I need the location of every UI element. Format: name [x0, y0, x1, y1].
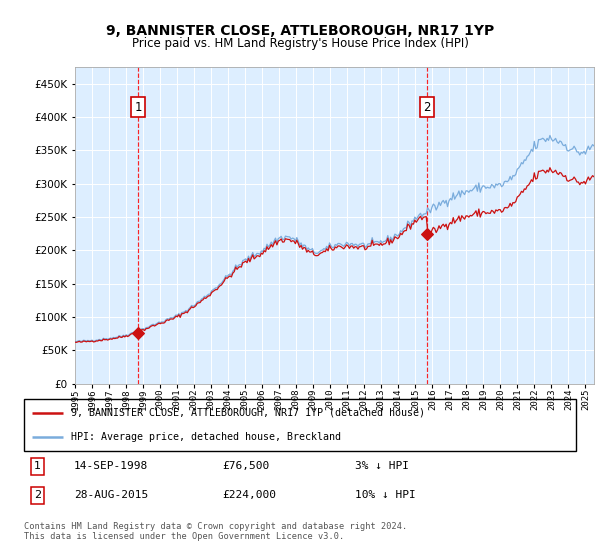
Text: 2022: 2022 — [530, 388, 539, 409]
Text: 2008: 2008 — [292, 388, 301, 409]
Text: 2016: 2016 — [428, 388, 437, 409]
Point — [133, 328, 143, 337]
Text: 2019: 2019 — [479, 388, 488, 409]
FancyBboxPatch shape — [24, 399, 576, 451]
Text: 1: 1 — [134, 101, 142, 114]
Text: 2009: 2009 — [309, 388, 318, 409]
Text: 2014: 2014 — [394, 388, 403, 409]
Text: 9, BANNISTER CLOSE, ATTLEBOROUGH, NR17 1YP (detached house): 9, BANNISTER CLOSE, ATTLEBOROUGH, NR17 1… — [71, 408, 425, 418]
Text: Contains HM Land Registry data © Crown copyright and database right 2024.
This d: Contains HM Land Registry data © Crown c… — [24, 522, 407, 542]
Text: 1999: 1999 — [139, 388, 148, 409]
Text: 1998: 1998 — [122, 388, 131, 409]
Text: 2011: 2011 — [343, 388, 352, 409]
Text: 2002: 2002 — [190, 388, 199, 409]
Text: 28-AUG-2015: 28-AUG-2015 — [74, 491, 148, 501]
Text: 2015: 2015 — [411, 388, 420, 409]
Text: 2005: 2005 — [241, 388, 250, 409]
Text: 2023: 2023 — [547, 388, 556, 409]
Text: 2021: 2021 — [513, 388, 522, 409]
Text: Price paid vs. HM Land Registry's House Price Index (HPI): Price paid vs. HM Land Registry's House … — [131, 37, 469, 50]
Text: 2006: 2006 — [257, 388, 266, 409]
Text: 14-SEP-1998: 14-SEP-1998 — [74, 461, 148, 472]
Text: 2: 2 — [423, 101, 430, 114]
Text: £224,000: £224,000 — [223, 491, 277, 501]
Text: 1997: 1997 — [104, 388, 113, 409]
Text: 2004: 2004 — [224, 388, 233, 409]
Text: 2020: 2020 — [496, 388, 505, 409]
Text: HPI: Average price, detached house, Breckland: HPI: Average price, detached house, Brec… — [71, 432, 341, 442]
Text: 2025: 2025 — [581, 388, 590, 409]
Text: 3% ↓ HPI: 3% ↓ HPI — [355, 461, 409, 472]
Point — [422, 230, 431, 239]
Text: 1996: 1996 — [88, 388, 97, 409]
Text: 1995: 1995 — [71, 388, 79, 409]
Text: 1: 1 — [34, 461, 41, 472]
Text: £76,500: £76,500 — [223, 461, 270, 472]
Text: 2013: 2013 — [377, 388, 386, 409]
Text: 2012: 2012 — [360, 388, 369, 409]
Text: 2000: 2000 — [155, 388, 164, 409]
Text: 2003: 2003 — [206, 388, 215, 409]
Text: 2001: 2001 — [173, 388, 182, 409]
Text: 10% ↓ HPI: 10% ↓ HPI — [355, 491, 416, 501]
Text: 2017: 2017 — [445, 388, 454, 409]
Text: 2007: 2007 — [275, 388, 284, 409]
Text: 2024: 2024 — [564, 388, 573, 409]
Text: 2010: 2010 — [326, 388, 335, 409]
Text: 2: 2 — [34, 491, 41, 501]
Text: 2018: 2018 — [462, 388, 471, 409]
Text: 9, BANNISTER CLOSE, ATTLEBOROUGH, NR17 1YP: 9, BANNISTER CLOSE, ATTLEBOROUGH, NR17 1… — [106, 25, 494, 38]
